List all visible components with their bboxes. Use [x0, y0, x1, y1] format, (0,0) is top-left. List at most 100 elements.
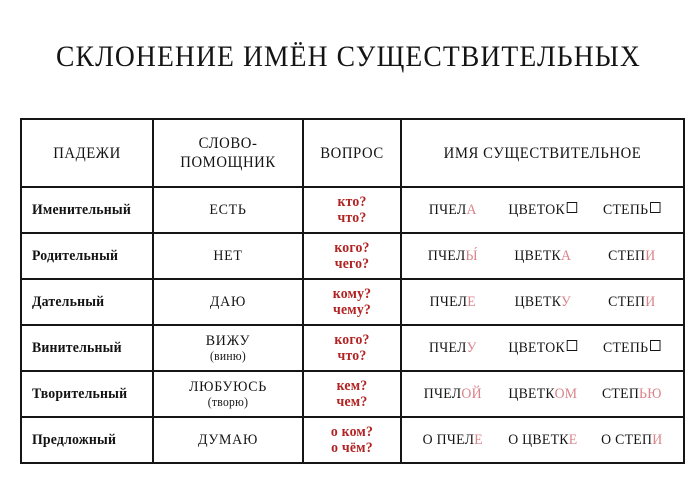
- noun-ending: У: [560, 293, 571, 310]
- question-line-2: что?: [337, 210, 367, 226]
- noun-forms-grid: ПЧЕЛОЙ ЦВЕТКОМ СТЕПЬЮ: [408, 386, 677, 403]
- noun-stem: СТЕП: [608, 247, 646, 264]
- noun-ending: Е: [568, 431, 578, 448]
- noun-stem: СТЕП: [608, 293, 646, 310]
- noun-stem: СТЕП: [602, 385, 640, 402]
- noun-ending: А: [466, 201, 477, 218]
- noun-form: ПЧЕЛЫ́: [410, 248, 495, 265]
- header-cell-noun: ИМЯ СУЩЕСТВИТЕЛЬНОЕ: [400, 118, 685, 188]
- question-line-2: чему?: [333, 302, 371, 318]
- question-cell: кого? чего?: [302, 232, 402, 280]
- case-name-cell: Предложный: [20, 416, 154, 464]
- noun-ending: И: [645, 293, 656, 310]
- header-label-cases: ПАДЕЖИ: [53, 144, 121, 162]
- noun-stem: О СТЕП: [601, 431, 653, 448]
- noun-forms-cell: ПЧЕЛЕ ЦВЕТКУ СТЕПИ: [400, 278, 685, 326]
- helper-word-main: ДУМАЮ: [197, 431, 259, 448]
- case-name-cell: Именительный: [20, 186, 154, 234]
- helper-word-main: НЕТ: [213, 247, 243, 264]
- helper-word-sub: (виню): [209, 348, 247, 363]
- noun-stem: СТЕПЬ: [603, 339, 649, 356]
- noun-stem: ЦВЕТК: [514, 247, 561, 264]
- noun-stem: О ПЧЕЛ: [422, 431, 475, 448]
- noun-form: О ЦВЕТКЕ: [500, 432, 585, 449]
- noun-stem: ЦВЕТК: [508, 385, 555, 402]
- noun-stem: ПЧЕЛ: [427, 247, 466, 264]
- helper-word-sub: (творю): [207, 394, 249, 409]
- header-cell-cases: ПАДЕЖИ: [20, 118, 154, 188]
- question-line-1: кто?: [337, 193, 367, 210]
- noun-stem: ЦВЕТОК: [508, 201, 565, 218]
- noun-form: СТЕПЬ: [590, 339, 675, 357]
- case-name-label: Винительный: [32, 339, 122, 356]
- noun-form: СТЕПИ: [590, 248, 675, 265]
- noun-forms-grid: ПЧЕЛА ЦВЕТОК СТЕПЬ: [408, 201, 677, 219]
- noun-form: ПЧЕЛЕ: [410, 294, 495, 311]
- noun-form: СТЕПИ: [590, 294, 675, 311]
- table-row: Родительный НЕТ кого? чего? ПЧЕЛЫ́ ЦВЕТКА СТЕП…: [20, 232, 685, 280]
- zero-ending-box-icon: [566, 201, 577, 213]
- header-label-noun: ИМЯ СУЩЕСТВИТЕЛЬНОЕ: [443, 144, 642, 162]
- noun-form: ЦВЕТОК: [500, 201, 585, 219]
- noun-stem: СТЕПЬ: [603, 201, 649, 218]
- table-row: Винительный ВИЖУ (виню) кого? что? ПЧЕЛУ ЦВЕТО…: [20, 324, 685, 372]
- noun-ending: А: [560, 247, 571, 264]
- noun-ending: И: [652, 431, 663, 448]
- noun-forms-grid: ПЧЕЛЫ́ ЦВЕТКА СТЕПИ: [408, 248, 677, 265]
- noun-ending: ОМ: [554, 385, 578, 402]
- zero-ending-box-icon: [566, 339, 577, 351]
- helper-word-main: ЕСТЬ: [209, 201, 247, 218]
- noun-ending: Е: [474, 431, 483, 448]
- noun-form: ЦВЕТКОМ: [500, 386, 585, 403]
- table-row: Творительный ЛЮБУЮСЬ (творю) кем? чем? ПЧЕЛОЙ…: [20, 370, 685, 418]
- noun-form: ЦВЕТКУ: [500, 294, 585, 311]
- case-name-cell: Винительный: [20, 324, 154, 372]
- header-label-helper-word: СЛОВО- ПОМОЩНИК: [180, 135, 276, 171]
- zero-ending-box-icon: [650, 201, 661, 213]
- question-cell: кому? чему?: [302, 278, 402, 326]
- noun-forms-grid: ПЧЕЛУ ЦВЕТОК СТЕПЬ: [408, 339, 677, 357]
- noun-form: СТЕПЬЮ: [590, 386, 675, 403]
- question-line-1: кем?: [336, 377, 368, 394]
- noun-stem: ЦВЕТОК: [508, 339, 565, 356]
- helper-word-main: ЛЮБУЮСЬ: [188, 378, 268, 395]
- case-name-cell: Родительный: [20, 232, 154, 280]
- noun-forms-cell: ПЧЕЛА ЦВЕТОК СТЕПЬ: [400, 186, 685, 234]
- helper-word-cell: ДАЮ: [152, 278, 304, 326]
- helper-word-main: ДАЮ: [209, 293, 247, 310]
- noun-stem: ПЧЕЛ: [428, 339, 467, 356]
- header-cell-question: ВОПРОС: [302, 118, 402, 188]
- helper-word-cell: ЕСТЬ: [152, 186, 304, 234]
- noun-ending: Е: [467, 293, 476, 310]
- noun-forms-grid: О ПЧЕЛЕ О ЦВЕТКЕ О СТЕПИ: [408, 432, 677, 449]
- question-line-1: о ком?: [330, 423, 374, 440]
- question-cell: кто? что?: [302, 186, 402, 234]
- noun-forms-cell: ПЧЕЛОЙ ЦВЕТКОМ СТЕПЬЮ: [400, 370, 685, 418]
- helper-word-cell: НЕТ: [152, 232, 304, 280]
- question-line-2: что?: [337, 348, 367, 364]
- question-cell: кем? чем?: [302, 370, 402, 418]
- noun-form: О ПЧЕЛЕ: [410, 432, 495, 449]
- noun-form: ПЧЕЛА: [410, 202, 495, 219]
- noun-forms-cell: О ПЧЕЛЕ О ЦВЕТКЕ О СТЕПИ: [400, 416, 685, 464]
- question-line-2: чем?: [336, 394, 368, 410]
- question-line-1: кому?: [332, 285, 372, 302]
- noun-ending: У: [466, 339, 477, 356]
- case-name-cell: Творительный: [20, 370, 154, 418]
- helper-word-cell: ВИЖУ (виню): [152, 324, 304, 372]
- noun-ending: ЬЮ: [639, 385, 663, 402]
- helper-word-main: ВИЖУ: [205, 332, 251, 349]
- case-name-label: Именительный: [32, 201, 132, 218]
- header-cell-helper-word: СЛОВО- ПОМОЩНИК: [152, 118, 304, 188]
- noun-form: О СТЕПИ: [590, 432, 675, 449]
- case-name-label: Дательный: [32, 293, 105, 310]
- noun-forms-cell: ПЧЕЛУ ЦВЕТОК СТЕПЬ: [400, 324, 685, 372]
- page-title: СКЛОНЕНИЕ ИМЁН СУЩЕСТВИТЕЛЬНЫХ: [56, 40, 641, 73]
- declension-table: ПАДЕЖИ СЛОВО- ПОМОЩНИК ВОПРОС ИМЯ СУЩЕСТ…: [20, 118, 685, 464]
- noun-form: ПЧЕЛОЙ: [410, 386, 495, 403]
- case-name-label: Родительный: [32, 247, 119, 264]
- noun-form: ПЧЕЛУ: [410, 340, 495, 357]
- question-cell: кого? что?: [302, 324, 402, 372]
- table-row: Предложный ДУМАЮ о ком? о чём? О ПЧЕЛЕ О ЦВЕТ…: [20, 416, 685, 464]
- noun-ending: ОЙ: [461, 385, 482, 402]
